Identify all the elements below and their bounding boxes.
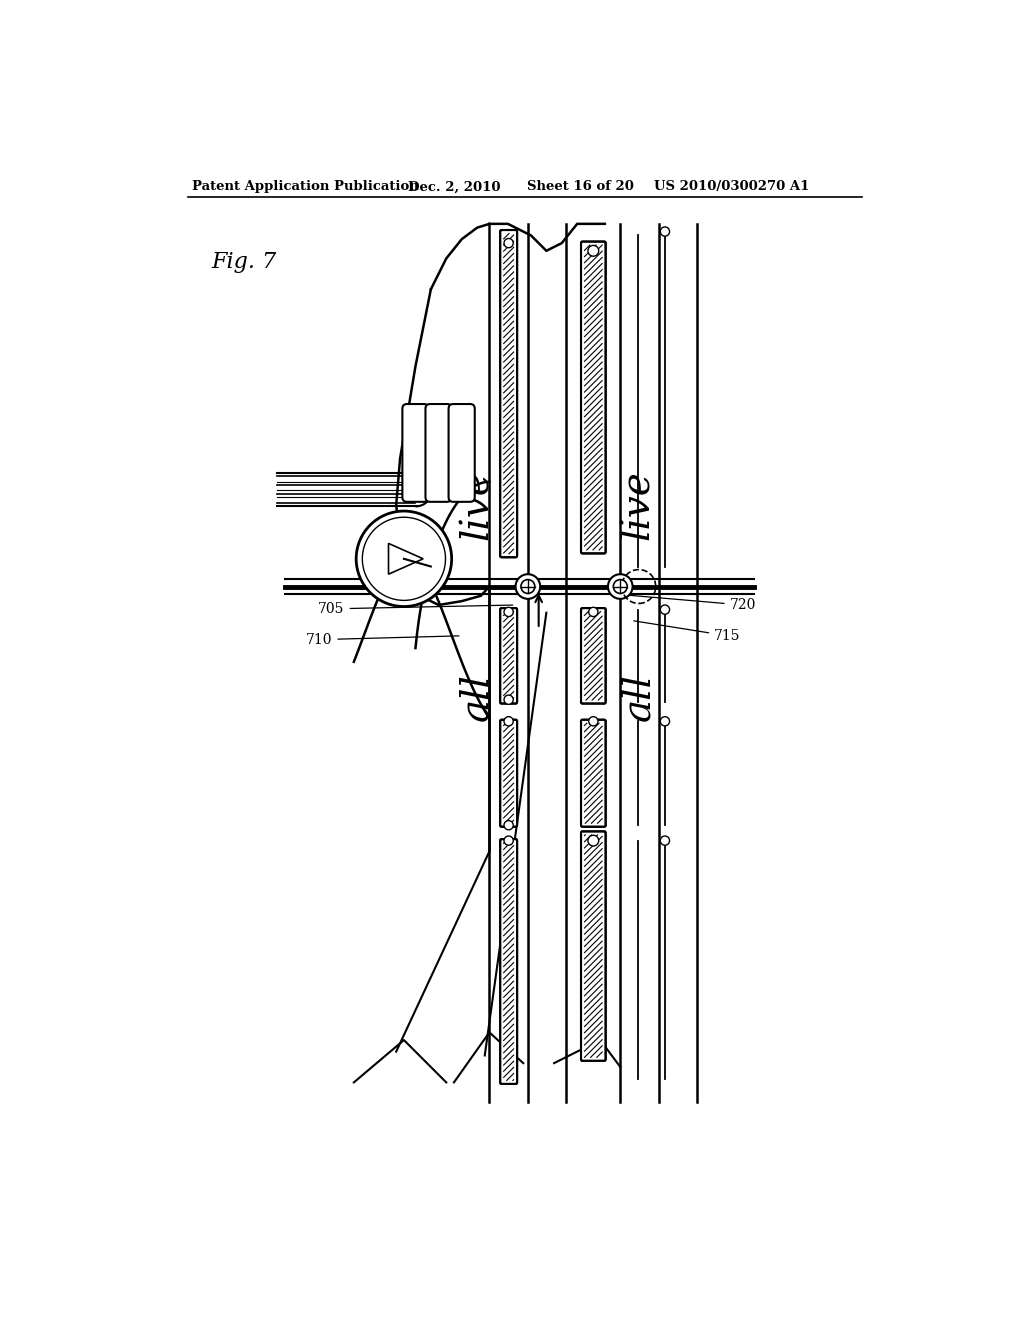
FancyBboxPatch shape [581,719,605,826]
Circle shape [589,607,598,616]
Circle shape [504,696,513,705]
Text: all: all [621,673,657,721]
Text: live: live [459,470,496,540]
FancyBboxPatch shape [500,230,517,557]
Circle shape [588,246,599,256]
Circle shape [504,607,513,616]
Circle shape [504,836,513,845]
FancyBboxPatch shape [500,609,517,704]
FancyBboxPatch shape [500,719,517,826]
Circle shape [504,821,513,830]
Polygon shape [388,544,423,574]
Circle shape [613,579,628,594]
Circle shape [660,605,670,614]
Text: 705: 705 [318,602,513,616]
Circle shape [504,239,513,248]
Circle shape [589,717,598,726]
Circle shape [521,579,535,594]
FancyBboxPatch shape [581,609,605,704]
Text: Fig. 7: Fig. 7 [211,251,276,273]
Circle shape [356,511,452,607]
Circle shape [660,227,670,236]
Text: all: all [459,673,496,721]
FancyBboxPatch shape [425,404,452,502]
Text: 715: 715 [634,620,740,643]
FancyBboxPatch shape [449,404,475,502]
Circle shape [362,517,445,601]
Circle shape [504,717,513,726]
FancyBboxPatch shape [500,840,517,1084]
Text: Sheet 16 of 20: Sheet 16 of 20 [527,181,634,194]
Text: live: live [621,470,657,540]
FancyBboxPatch shape [581,832,605,1061]
Circle shape [608,574,633,599]
Text: 720: 720 [610,594,756,612]
FancyBboxPatch shape [581,242,605,553]
Circle shape [660,717,670,726]
Circle shape [588,836,599,846]
FancyBboxPatch shape [402,404,429,502]
Text: US 2010/0300270 A1: US 2010/0300270 A1 [654,181,810,194]
Circle shape [660,836,670,845]
Circle shape [515,574,541,599]
Text: 710: 710 [306,632,459,647]
Text: Patent Application Publication: Patent Application Publication [193,181,419,194]
Text: Dec. 2, 2010: Dec. 2, 2010 [408,181,501,194]
